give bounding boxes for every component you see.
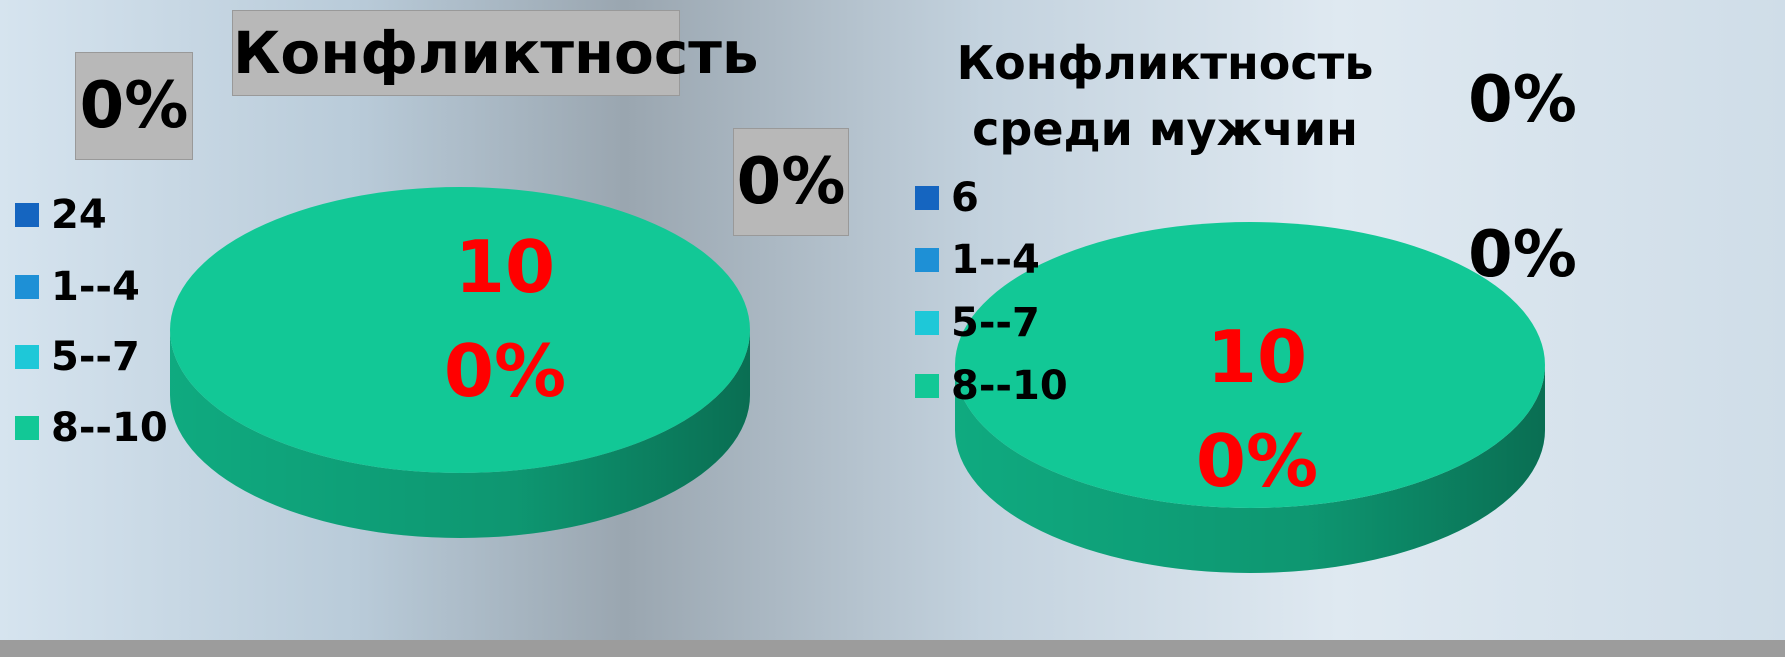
legend-swatch: [915, 248, 939, 272]
legend-swatch: [915, 311, 939, 335]
legend-swatch: [15, 345, 39, 369]
legend-label: 8--10: [51, 403, 168, 453]
footer-bar: [0, 640, 1785, 657]
value-label: 100%: [435, 215, 575, 424]
value-label: 0%: [1460, 50, 1585, 150]
chart-title: Конфликтность: [232, 10, 680, 96]
legend-label: 5--7: [51, 332, 140, 382]
legend-label: 6: [951, 173, 979, 223]
value-label: 0%: [733, 128, 849, 236]
legend-label: 5--7: [951, 298, 1040, 348]
legend-swatch: [15, 416, 39, 440]
slide: (() => { const data = JSON.parse(documen…: [0, 0, 1785, 657]
legend-label: 1--4: [951, 235, 1040, 285]
chart-title: Конфликтность среди мужчин: [955, 30, 1375, 162]
value-label: 0%: [75, 52, 193, 160]
legend-label: 8--10: [951, 361, 1068, 411]
legend-swatch: [15, 203, 39, 227]
legend-swatch: [15, 275, 39, 299]
legend-swatch: [915, 374, 939, 398]
legend-label: 24: [51, 190, 107, 240]
legend-swatch: [915, 186, 939, 210]
legend-label: 1--4: [51, 262, 140, 312]
value-label: 0%: [1460, 205, 1585, 305]
value-label: 100%: [1187, 305, 1327, 514]
